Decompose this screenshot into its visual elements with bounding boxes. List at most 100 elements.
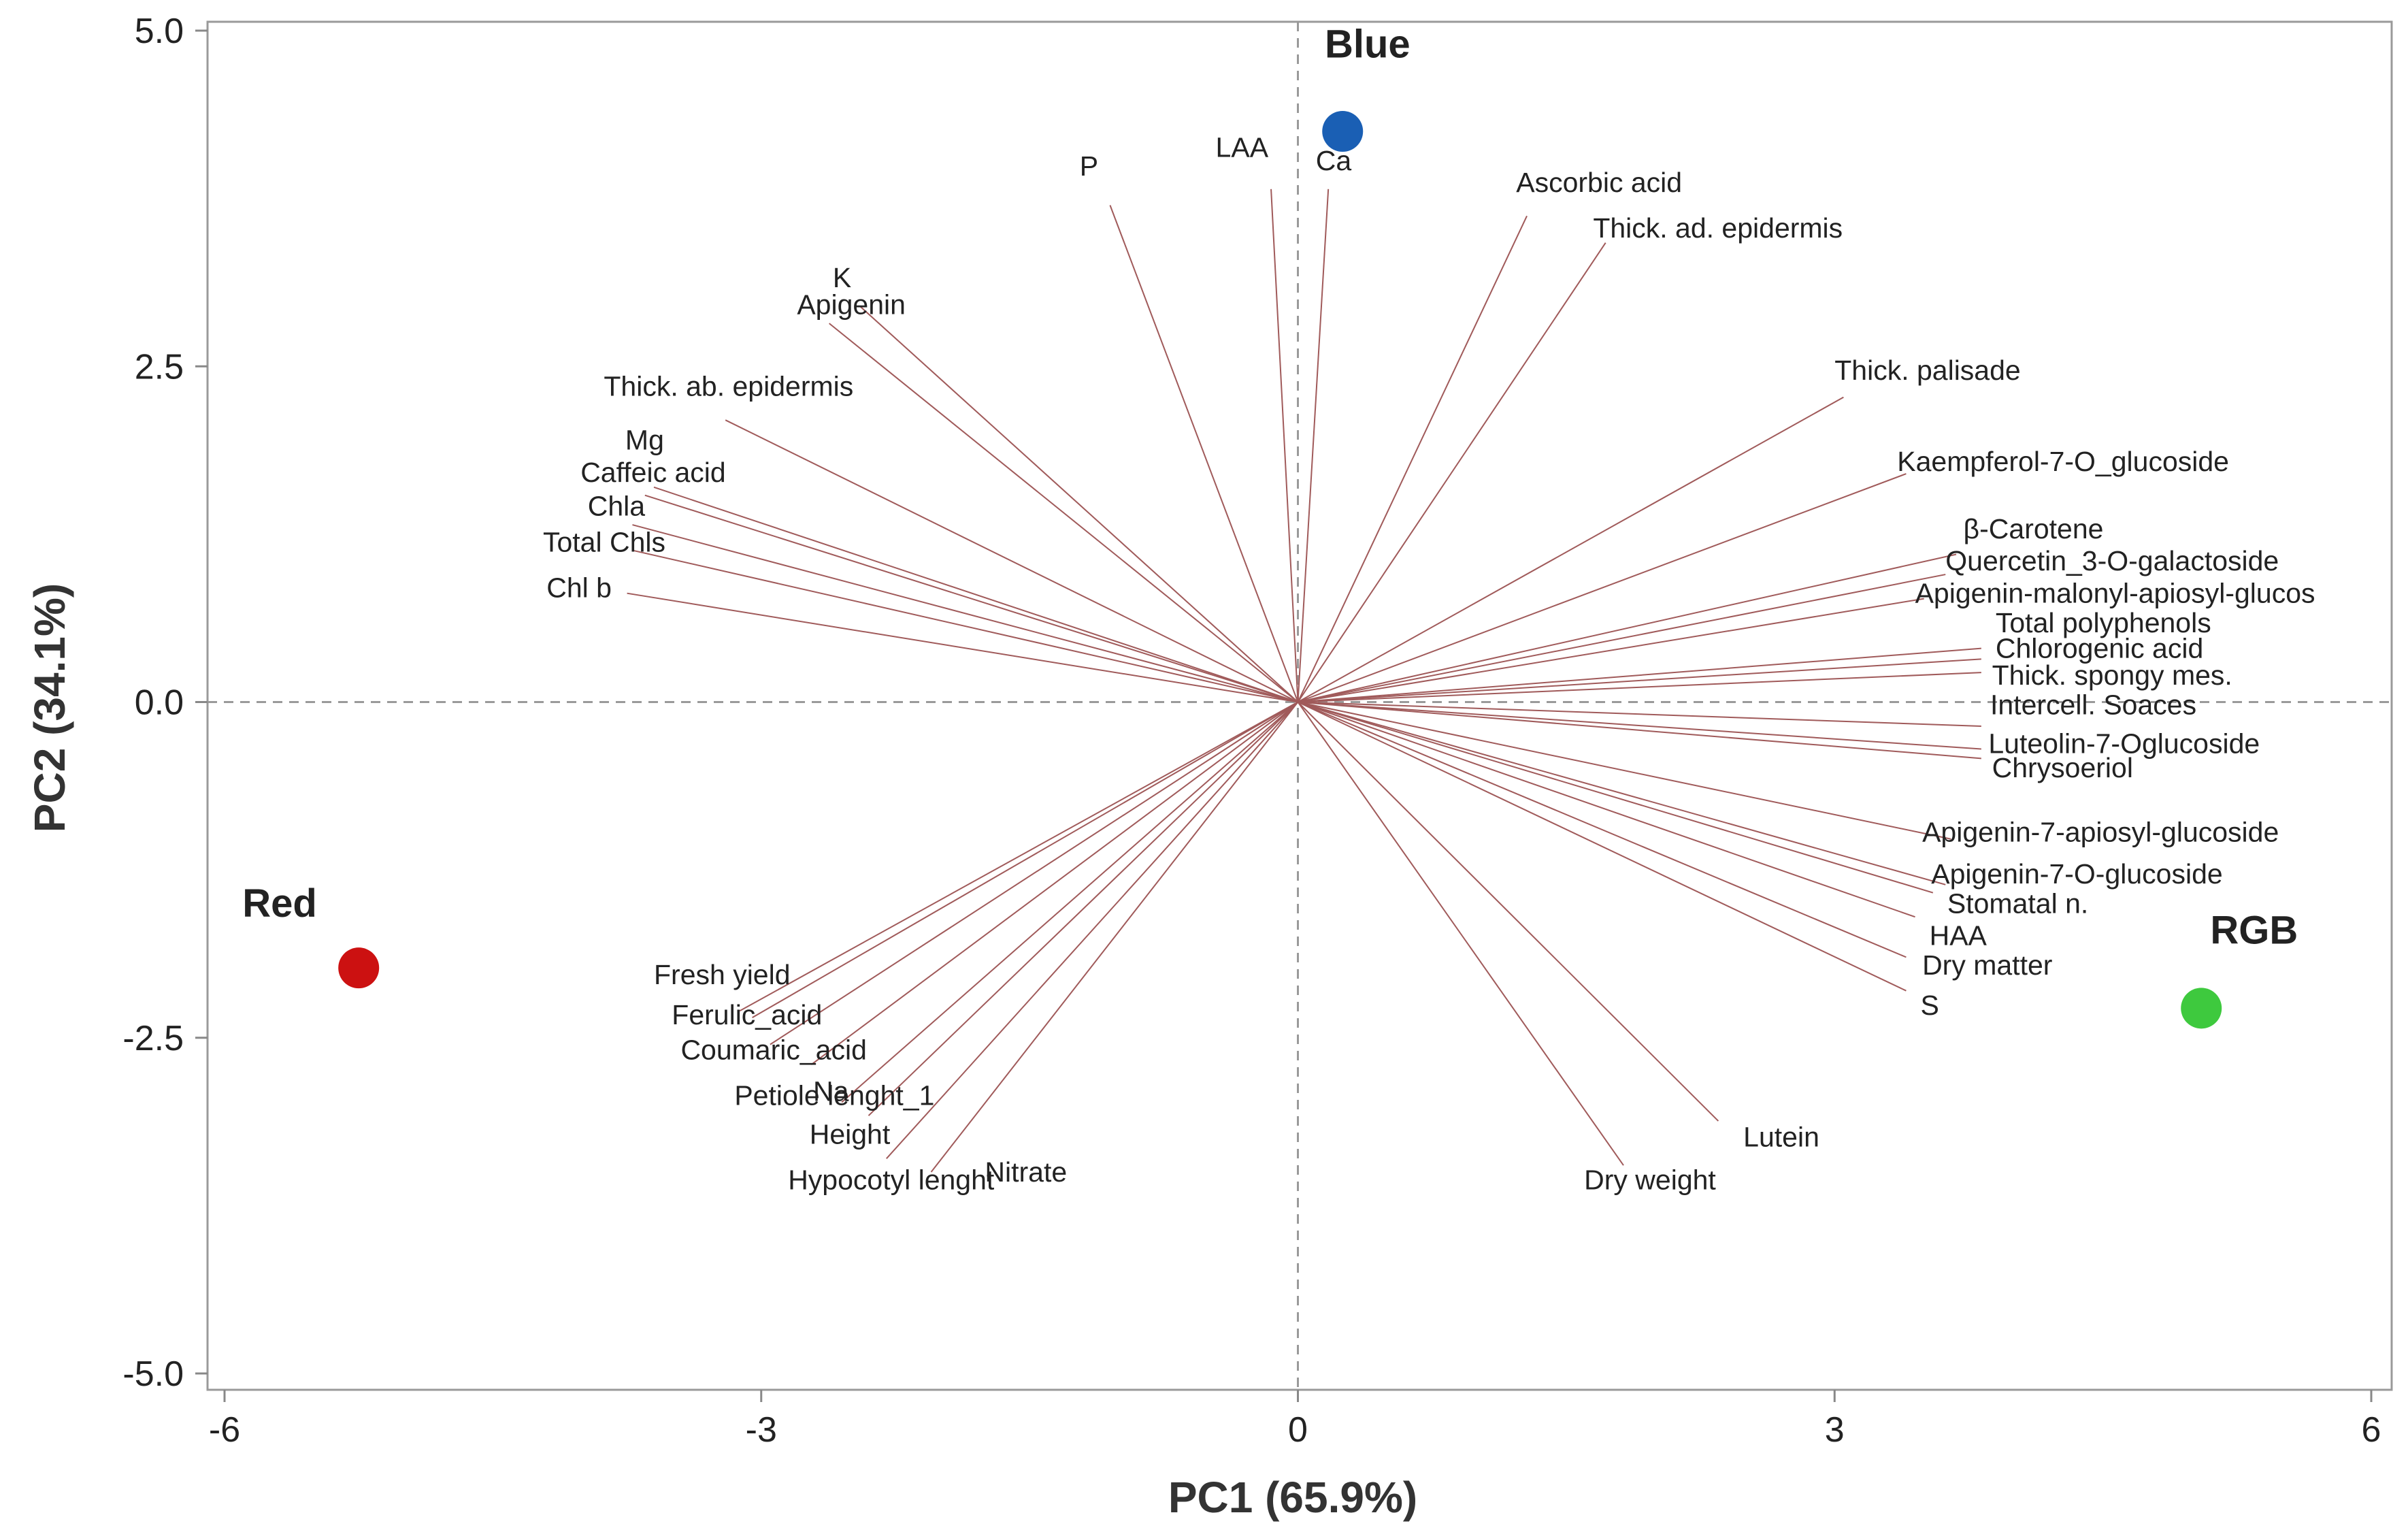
loading-vector — [739, 701, 1298, 1012]
x-tick-label: 0 — [1288, 1410, 1308, 1450]
loading-label: Chlorogenic acid — [1996, 632, 2203, 664]
loading-vector — [1109, 205, 1299, 702]
loading-vector — [1298, 701, 1981, 728]
loading-label: Coumaric_acid — [680, 1034, 866, 1065]
loading-label: Dry weight — [1584, 1165, 1716, 1196]
loading-vector — [1298, 701, 1907, 958]
loading-label: Mg — [625, 425, 664, 456]
loading-label: Petiole lenght_1 — [734, 1079, 934, 1111]
loading-vector — [632, 549, 1298, 703]
y-axis-ticks: -5.0 -2.5 0.0 2.5 5.0 — [122, 12, 208, 1394]
loading-vector — [725, 419, 1298, 703]
y-tick-label: 5.0 — [135, 12, 184, 51]
loading-label: S — [1920, 990, 1939, 1021]
loading-label: Na — [813, 1075, 849, 1107]
loading-vector — [1298, 701, 1951, 840]
loading-label: Thick. ab. epidermis — [604, 371, 853, 402]
loading-vector — [930, 701, 1299, 1173]
loading-label: Ferulic_acid — [672, 999, 822, 1030]
loading-label: Nitrate — [985, 1156, 1067, 1188]
y-axis-title: PC2 (34.1%) — [25, 583, 74, 832]
loading-vector — [886, 701, 1299, 1159]
loading-label: LAA — [1216, 131, 1269, 163]
plot-frame — [206, 20, 2393, 1391]
loading-vector — [1298, 473, 1907, 703]
y-tick-label: -5.0 — [122, 1354, 184, 1394]
loading-vector — [859, 305, 1299, 703]
loading-label: β-Carotene — [1964, 513, 2104, 544]
loading-vector — [770, 701, 1299, 1045]
loading-vector — [841, 701, 1299, 1103]
loading-vector — [752, 701, 1299, 1019]
loading-vector — [1298, 701, 1981, 750]
loading-vector — [1270, 189, 1299, 702]
loading-vector — [810, 701, 1299, 1066]
x-tick-label: -6 — [209, 1410, 240, 1450]
group-label: RGB — [2210, 909, 2298, 953]
loading-label: Height — [810, 1119, 891, 1150]
loading-label: HAA — [1930, 920, 1988, 951]
loading-label: Chrysoeriol — [1992, 752, 2133, 783]
loading-label: Fresh yield — [654, 959, 791, 990]
y-tick-label: -2.5 — [122, 1019, 184, 1058]
loading-vector — [1298, 701, 1946, 885]
loading-vector — [1298, 574, 1946, 703]
group-point — [1322, 110, 1364, 152]
loading-vector — [1298, 701, 1981, 760]
loading-vector — [632, 524, 1298, 703]
x-axis-title: PC1 (65.9%) — [1168, 1473, 1417, 1522]
x-tick-label: 6 — [2362, 1410, 2381, 1450]
loading-vector — [829, 323, 1299, 703]
loading-label: Lutein — [1743, 1122, 1819, 1153]
loading-vector — [1298, 701, 1907, 992]
loading-vectors — [627, 189, 1981, 1173]
loading-label: Apigenin-7-O-glucoside — [1931, 858, 2222, 890]
loading-vector — [1298, 647, 1981, 703]
loading-label: Apigenin-7-apiosyl-glucoside — [1922, 817, 2279, 848]
loading-label: Quercetin_3-O-galactoside — [1945, 545, 2279, 576]
loading-label: K — [833, 262, 851, 293]
loading-vector — [653, 486, 1298, 703]
loading-vector — [1297, 242, 1606, 703]
loading-vector — [627, 592, 1298, 703]
loading-vector — [1298, 672, 1981, 703]
loading-label: Total polyphenols — [1996, 607, 2211, 638]
loading-label: Apigenin-malonyl-apiosyl-glucos — [1915, 577, 2315, 608]
loading-vector — [868, 701, 1299, 1116]
loading-label: Thick. ad. epidermis — [1593, 212, 1843, 244]
loading-vector — [644, 494, 1298, 703]
group-scores: Blue Red RGB — [242, 22, 2298, 1029]
loading-vector — [1297, 189, 1330, 702]
loading-label: Chla — [588, 490, 646, 521]
group-label: Blue — [1325, 22, 1411, 66]
loading-label: Thick. spongy mes. — [1992, 660, 2232, 691]
loading-label: Kaempferol-7-O_glucoside — [1897, 446, 2229, 477]
loading-label: Intercell. Soaces — [1990, 689, 2196, 720]
loading-label: Chl b — [546, 572, 612, 604]
loading-label: Luteolin-7-Oglucoside — [1988, 728, 2260, 759]
loading-label: Stomatal n. — [1947, 888, 2088, 919]
loading-vector — [1297, 701, 1624, 1166]
loading-label: Total Chls — [543, 527, 665, 558]
x-tick-label: 3 — [1825, 1410, 1845, 1450]
loading-vector — [1298, 553, 1957, 703]
loading-vector — [1297, 215, 1528, 702]
group-point — [338, 947, 380, 989]
loading-vector — [1297, 701, 1719, 1122]
loading-vector — [1298, 701, 1934, 894]
loading-label: Dry matter — [1922, 949, 2052, 981]
loading-vector — [1298, 396, 1844, 703]
loading-label: Caffeic acid — [580, 457, 725, 488]
loading-label: P — [1080, 150, 1098, 182]
loading-vector — [1298, 658, 1981, 703]
loading-vector — [1298, 598, 1924, 703]
loading-vector — [1298, 701, 1915, 918]
loading-label: Thick. palisade — [1834, 355, 2020, 386]
loading-label: Hypocotyl lenght — [788, 1165, 995, 1196]
loading-label: Ascorbic acid — [1516, 167, 1682, 198]
group-label: Red — [242, 881, 317, 926]
group-point — [2181, 988, 2222, 1029]
y-tick-label: 0.0 — [135, 683, 184, 723]
